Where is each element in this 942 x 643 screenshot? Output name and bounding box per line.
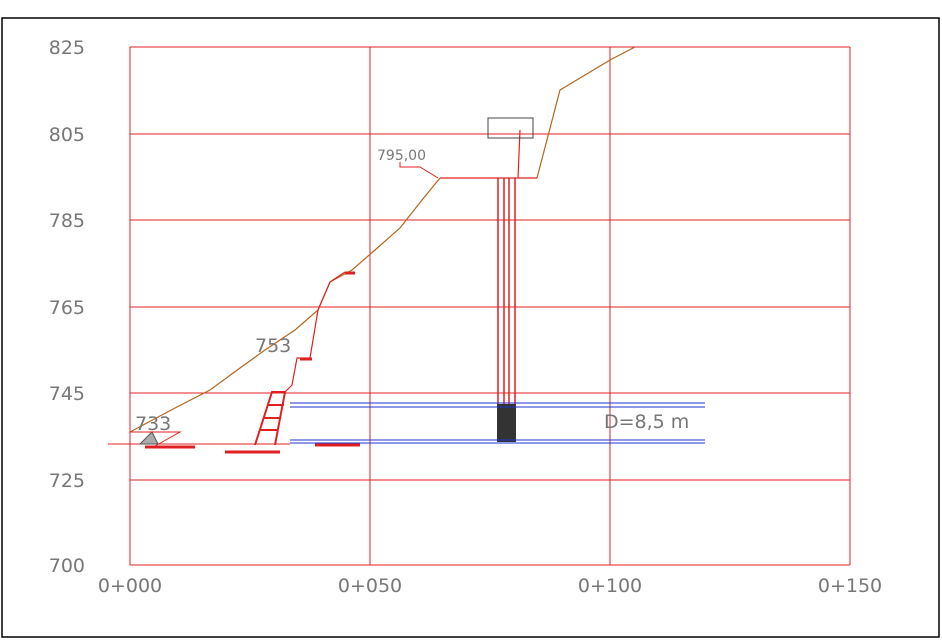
leader [399,162,439,179]
gate [497,404,516,442]
x-label: 0+100 [578,575,642,597]
y-label: 725 [49,470,85,492]
grid [129,46,851,566]
water-marker-line [130,431,182,447]
x-label: 0+000 [98,575,162,597]
x-label: 0+150 [818,575,882,597]
x-labels: 0+000 0+050 0+100 0+150 [98,575,882,597]
ground-hatch [145,271,360,454]
y-label: 745 [49,383,85,405]
y-label: 825 [49,37,85,59]
water-marker [138,431,159,445]
tunnel-diameter: D=8,5 m [604,411,689,433]
terrain-upper [536,46,636,179]
excavation [440,129,537,179]
intake-level: 753 [255,335,291,357]
y-label: 785 [49,210,85,232]
shaft [497,178,516,440]
y-labels: 825 805 785 765 745 725 700 [49,37,85,577]
river-level-label: 733 [135,413,171,435]
gate-house [487,117,534,139]
frame [1,17,940,638]
intake-structure [254,391,287,446]
x-label: 0+050 [338,575,402,597]
tunnel [290,402,705,444]
y-label: 805 [49,124,85,146]
y-label: 765 [49,297,85,319]
y-label: 700 [49,555,85,577]
bench-level: 795,00 [377,148,426,164]
